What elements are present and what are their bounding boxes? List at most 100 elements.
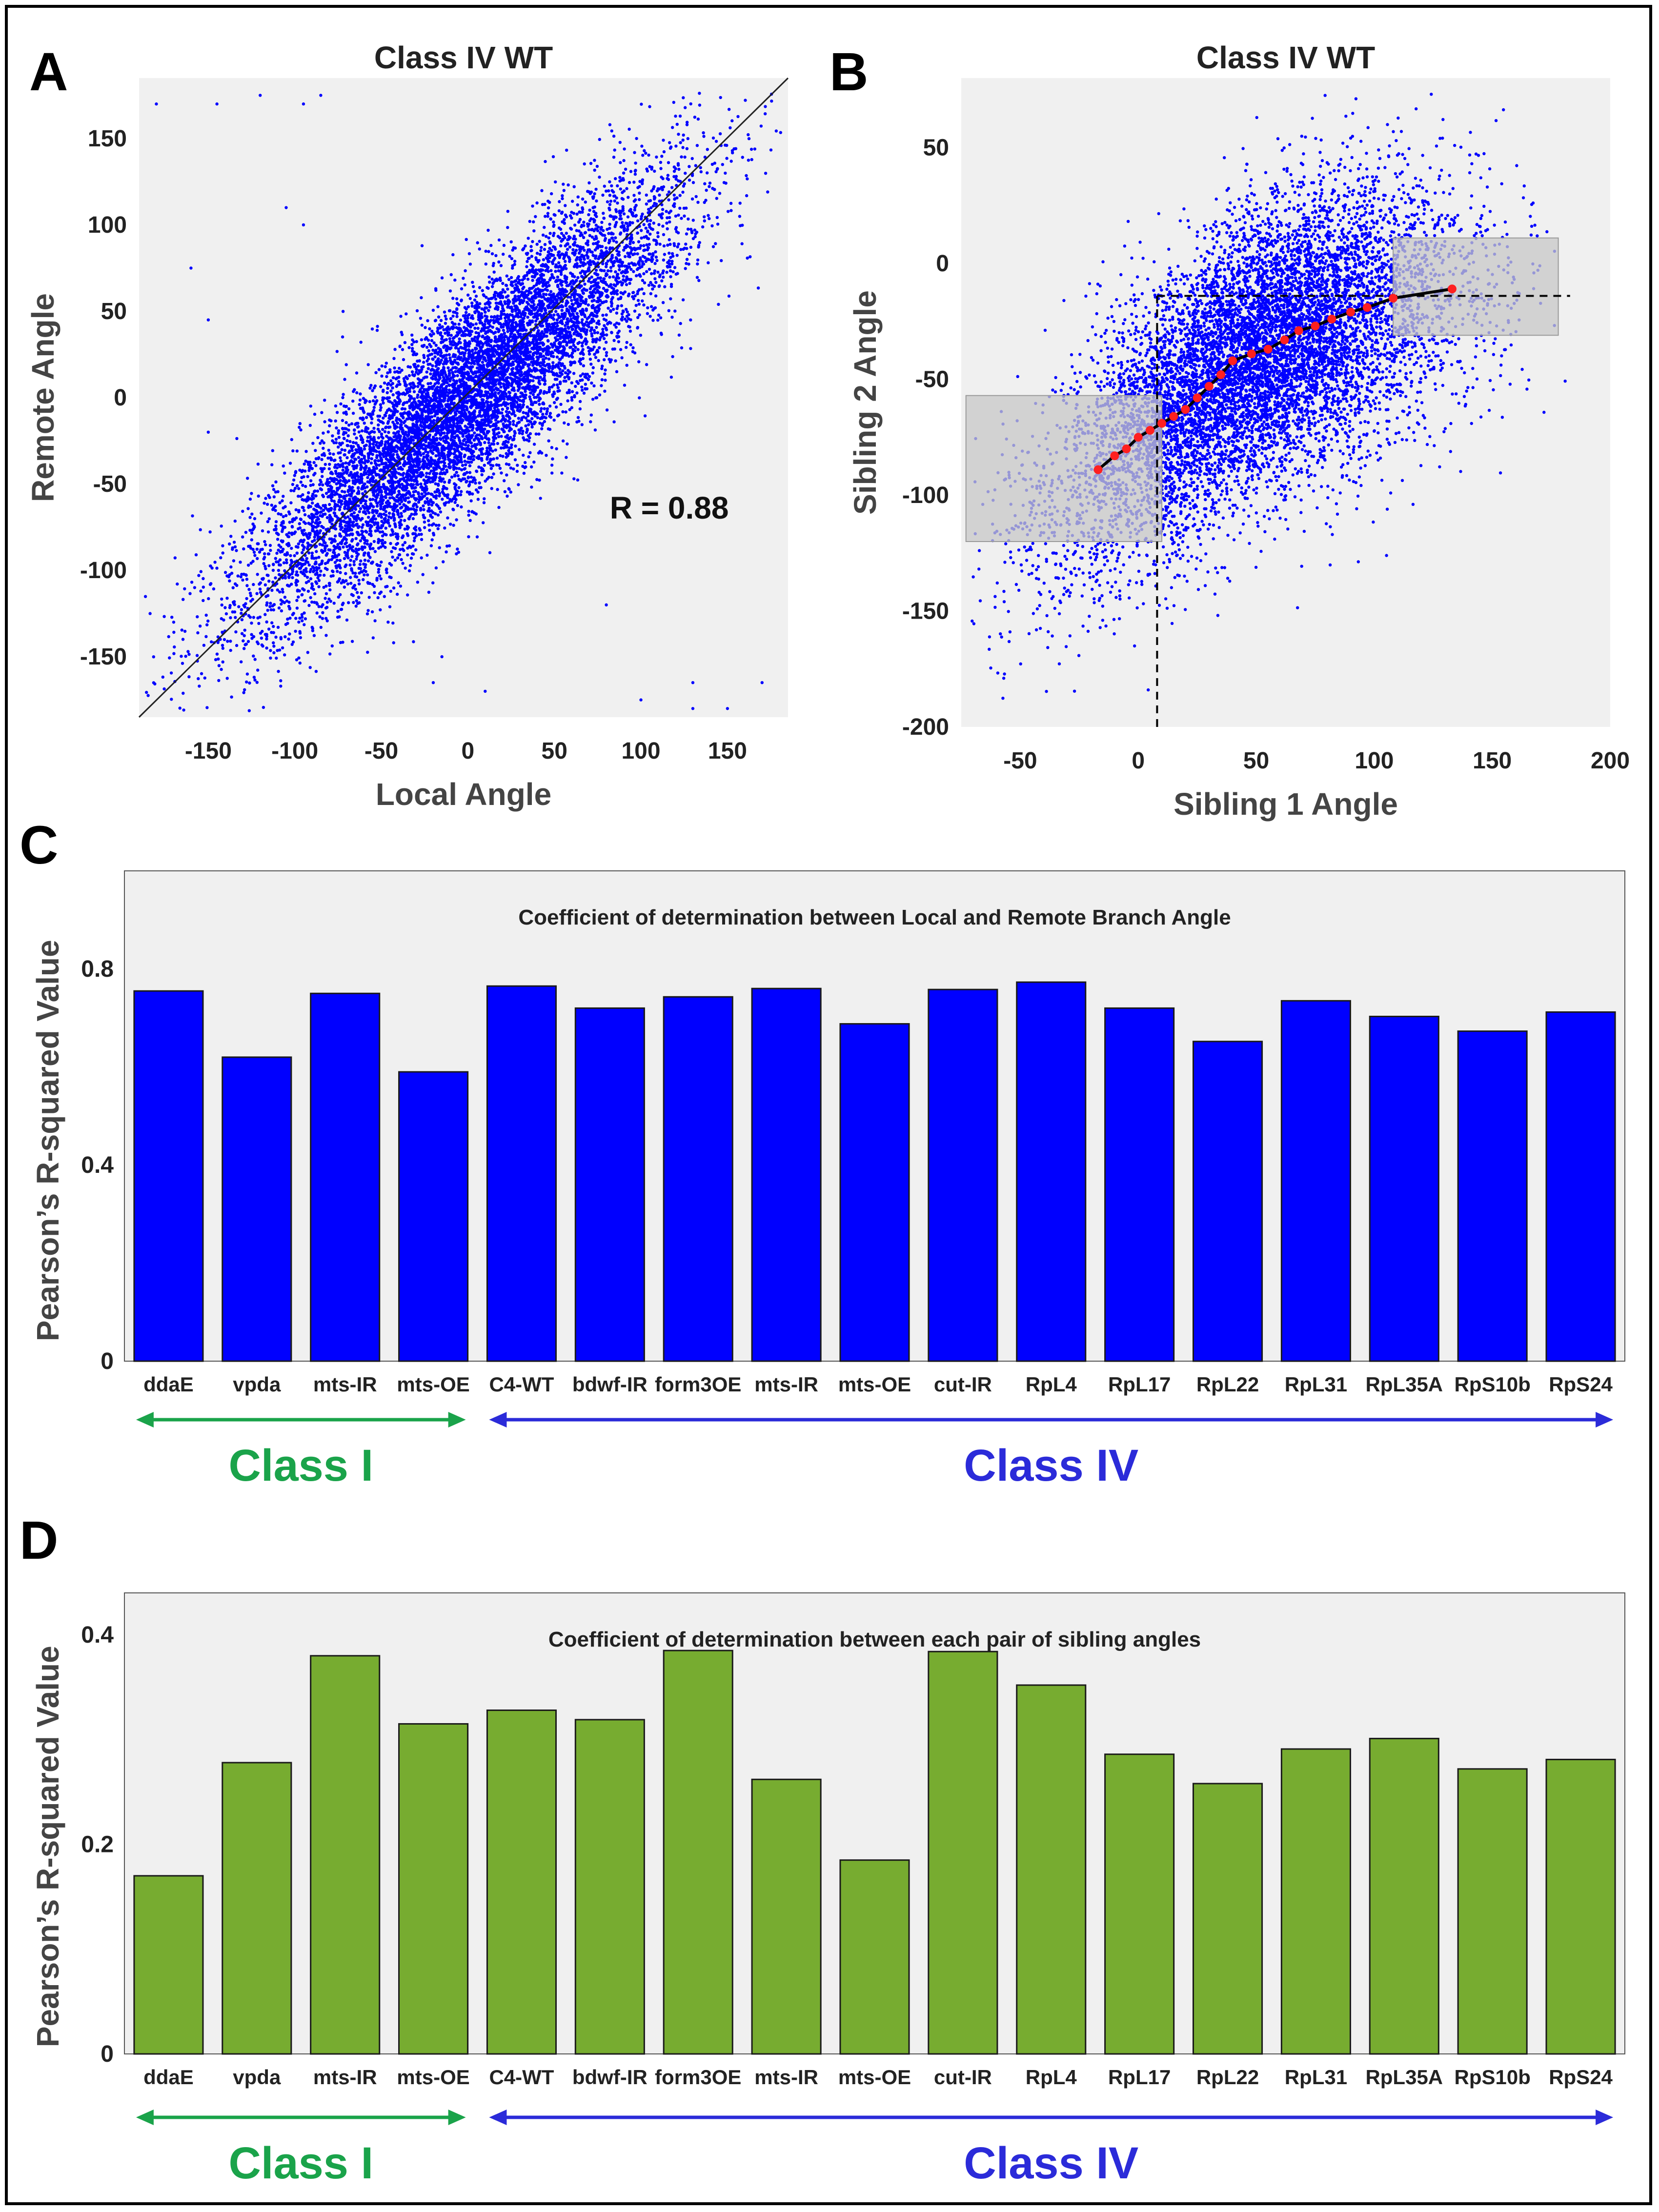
scatter-a-point	[685, 261, 688, 265]
scatter-a-point	[560, 232, 564, 235]
scatter-a-point	[608, 194, 612, 197]
scatter-a-point	[424, 326, 427, 329]
scatter-a-point	[344, 524, 347, 527]
scatter-a-point	[336, 543, 340, 546]
scatter-a-point	[465, 480, 468, 483]
scatter-a-point	[642, 303, 646, 307]
scatter-a-point	[593, 159, 596, 162]
scatter-a-point	[725, 143, 728, 147]
scatter-a-point	[506, 494, 509, 498]
scatter-a-point	[459, 318, 463, 322]
scatter-a-point	[256, 463, 260, 466]
scatter-a-point	[500, 471, 503, 475]
scatter-a-point	[607, 306, 610, 310]
scatter-a-point	[581, 372, 585, 376]
scatter-a-point	[658, 242, 662, 246]
scatter-a-point	[270, 588, 274, 592]
scatter-a-point	[718, 132, 722, 136]
scatter-a-point	[266, 520, 269, 523]
scatter-a-point	[741, 223, 744, 227]
scatter-a-point	[270, 463, 274, 466]
scatter-a-point	[396, 556, 400, 560]
scatter-a-point	[551, 361, 555, 364]
scatter-a-point	[327, 558, 331, 562]
scatter-a-point	[452, 465, 455, 469]
scatter-a-point	[347, 463, 351, 466]
scatter-a-point	[364, 565, 367, 569]
scatter-a-point	[467, 535, 470, 539]
scatter-a-point	[279, 684, 283, 688]
scatter-a-point	[604, 379, 607, 382]
scatter-a-point	[513, 328, 517, 331]
scatter-a-point	[442, 464, 446, 468]
scatter-a-point	[659, 316, 663, 320]
scatter-a-point	[321, 559, 324, 563]
scatter-a-point	[689, 347, 692, 350]
scatter-a-point	[362, 411, 366, 414]
scatter-a-point	[337, 429, 341, 433]
scatter-a-point	[583, 162, 586, 166]
scatter-a-point	[695, 144, 699, 147]
scatter-a-point	[431, 452, 435, 455]
scatter-a-point	[178, 706, 182, 710]
scatter-a-point	[300, 529, 303, 532]
scatter-a-point	[590, 332, 593, 336]
scatter-a-point	[506, 434, 509, 437]
scatter-a-point	[365, 542, 369, 546]
scatter-a-point	[560, 363, 564, 366]
scatter-a-point	[321, 611, 324, 615]
scatter-a-point	[676, 245, 679, 249]
scatter-a-point	[246, 640, 250, 643]
scatter-a-point	[721, 163, 725, 166]
scatter-a-point	[215, 652, 219, 656]
scatter-a-point	[521, 282, 525, 285]
scatter-a-point	[475, 535, 479, 539]
scatter-a-point	[366, 476, 369, 479]
scatter-a-point	[660, 279, 664, 282]
scatter-a-point	[575, 391, 579, 395]
scatter-a-point	[349, 582, 353, 585]
scatter-a-point	[314, 670, 318, 673]
scatter-a-point	[678, 194, 682, 197]
scatter-a-point	[686, 121, 689, 124]
scatter-a-point	[334, 419, 337, 422]
scatter-a-point	[640, 236, 643, 240]
scatter-a-point	[370, 457, 373, 461]
scatter-a-point	[376, 414, 380, 418]
scatter-a-point	[632, 194, 636, 197]
scatter-a-point	[455, 518, 458, 522]
scatter-a-point	[656, 235, 660, 239]
scatter-a-point	[264, 543, 267, 546]
scatter-a-point	[681, 139, 685, 142]
scatter-a-point	[546, 281, 550, 284]
scatter-a-point	[467, 313, 471, 317]
scatter-a-point	[482, 521, 485, 524]
scatter-a-point	[182, 598, 185, 601]
scatter-a-point	[465, 311, 468, 314]
scatter-a-point	[339, 534, 343, 538]
scatter-a-point	[464, 314, 467, 317]
scatter-a-point	[323, 420, 326, 423]
scatter-a-point	[747, 133, 750, 137]
scatter-a-point	[399, 584, 403, 588]
scatter-a-point	[256, 642, 260, 645]
scatter-a-point	[346, 556, 350, 560]
scatter-a-point	[451, 314, 455, 318]
scatter-a-point	[450, 321, 454, 324]
scatter-a-point	[406, 553, 409, 557]
scatter-a-point	[576, 195, 580, 199]
scatter-a-point	[604, 326, 608, 330]
scatter-a-point	[634, 161, 637, 165]
scatter-a-point	[204, 613, 208, 617]
scatter-a-point	[391, 555, 394, 559]
scatter-a-point	[249, 594, 253, 598]
scatter-a-point	[427, 349, 430, 353]
scatter-a-point	[347, 423, 351, 427]
scatter-a-point	[503, 397, 506, 401]
scatter-a-point	[641, 182, 644, 185]
scatter-a-point	[738, 215, 742, 218]
scatter-a-point	[367, 596, 371, 599]
scatter-a-point	[544, 309, 547, 312]
scatter-a-point	[456, 429, 460, 433]
scatter-a-point	[295, 484, 299, 487]
